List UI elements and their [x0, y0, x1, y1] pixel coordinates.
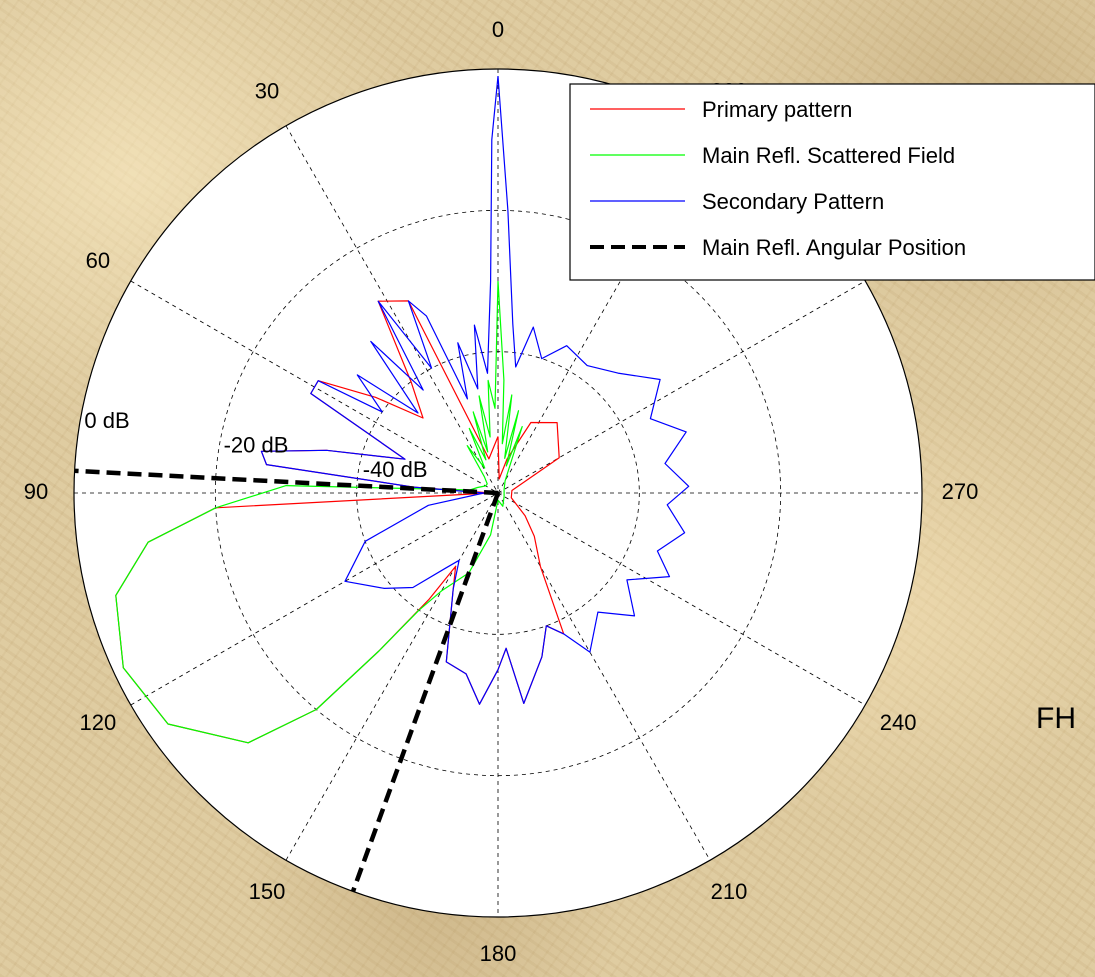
- reflector-position-line-0: [74, 468, 499, 496]
- legend-label-1: Main Refl. Scattered Field: [702, 143, 955, 168]
- legend-label-0: Primary pattern: [702, 97, 852, 122]
- radial-tick-label: 0 dB: [84, 408, 129, 433]
- angle-tick-label: 270: [942, 479, 979, 504]
- angle-tick-label: 240: [880, 710, 917, 735]
- series-line-2: [260, 76, 690, 705]
- legend-label-2: Secondary Pattern: [702, 189, 884, 214]
- reflector-position-line-1: [350, 492, 501, 893]
- angle-tick-label: 90: [24, 479, 48, 504]
- legend-label-3: Main Refl. Angular Position: [702, 235, 966, 260]
- angle-tick-label: 0: [492, 17, 504, 42]
- series-layer: [74, 76, 690, 893]
- radial-tick-label: -40 dB: [363, 457, 428, 482]
- angle-tick-label: 180: [480, 941, 517, 966]
- angle-tick-label: 120: [80, 710, 117, 735]
- angle-tick-label: 210: [711, 879, 748, 904]
- angle-tick-label: 150: [249, 879, 286, 904]
- angle-tick-label: 30: [255, 79, 279, 104]
- radial-tick-label: -20 dB: [224, 433, 289, 458]
- side-text: FH: [1036, 702, 1076, 735]
- legend-box: [569, 83, 1095, 281]
- series-line-1: [115, 280, 523, 744]
- angle-tick-label: 60: [86, 248, 110, 273]
- legend: Primary pattern Main Refl. Scattered Fiel…: [569, 83, 1095, 281]
